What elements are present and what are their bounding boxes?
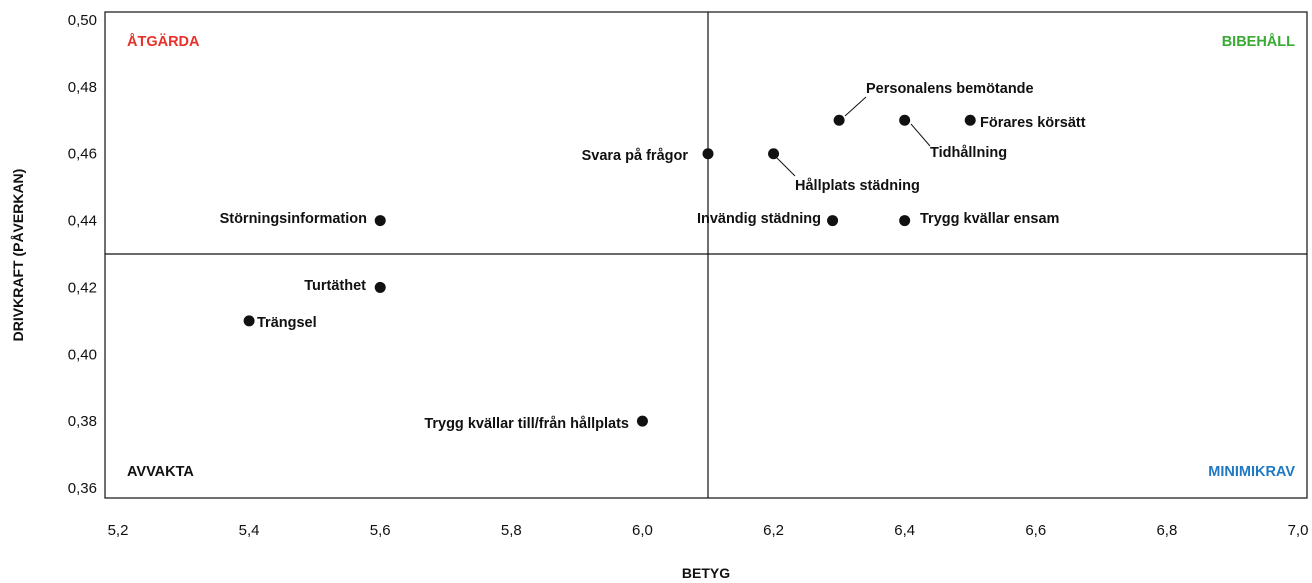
x-tick-label: 6,8 (1156, 522, 1177, 539)
point-label: Trygg kvällar till/från hållplats (424, 416, 629, 432)
data-point (899, 114, 911, 126)
y-tick-label: 0,46 (68, 146, 97, 163)
data-point (243, 315, 255, 327)
plot-frame (104, 11, 1308, 499)
x-tick-label: 5,2 (108, 522, 129, 539)
quadrant-label-top-left: ÅTGÄRDA (127, 33, 200, 50)
y-tick-label: 0,42 (68, 279, 97, 296)
quadrant-label-bottom-left: AVVAKTA (127, 464, 194, 480)
y-tick-label: 0,36 (68, 480, 97, 497)
y-tick-label: 0,50 (68, 12, 97, 29)
data-point (374, 215, 386, 227)
x-tick-label: 7,0 (1288, 522, 1309, 539)
point-label: Trängsel (257, 315, 317, 331)
data-point (964, 114, 976, 126)
x-tick-label: 5,8 (501, 522, 522, 539)
x-axis-title: BETYG (682, 565, 730, 581)
data-point (833, 114, 845, 126)
point-label: Förares körsätt (980, 115, 1086, 131)
label-connector (910, 123, 931, 147)
y-tick-label: 0,40 (68, 346, 97, 363)
x-tick-label: 6,0 (632, 522, 653, 539)
data-point (702, 148, 714, 160)
y-tick-label: 0,38 (68, 413, 97, 430)
data-point (768, 148, 780, 160)
y-tick-label: 0,48 (68, 79, 97, 96)
label-connector (844, 96, 867, 117)
point-label: Trygg kvällar ensam (920, 211, 1059, 227)
point-label: Tidhållning (930, 145, 1007, 161)
y-tick-label: 0,44 (68, 213, 97, 230)
point-label: Hållplats städning (795, 178, 920, 194)
data-point (899, 215, 911, 227)
point-label: Personalens bemötande (866, 81, 1034, 97)
x-tick-label: 5,6 (370, 522, 391, 539)
point-label: Invändig städning (697, 211, 821, 227)
point-label: Störningsinformation (220, 211, 367, 227)
data-point (374, 281, 386, 293)
data-point (636, 415, 648, 427)
point-label: Turtäthet (304, 278, 366, 294)
y-axis-title: DRIVKRAFT (PÅVERKAN) (10, 169, 26, 342)
data-point (827, 215, 839, 227)
x-tick-label: 6,6 (1025, 522, 1046, 539)
x-tick-label: 5,4 (239, 522, 260, 539)
x-tick-label: 6,4 (894, 522, 915, 539)
label-connector (776, 157, 796, 177)
quadrant-label-bottom-right: MINIMIKRAV (1208, 464, 1295, 480)
point-label: Svara på frågor (582, 148, 689, 164)
quadrant-label-top-right: BIBEHÅLL (1222, 33, 1295, 50)
x-tick-label: 6,2 (763, 522, 784, 539)
